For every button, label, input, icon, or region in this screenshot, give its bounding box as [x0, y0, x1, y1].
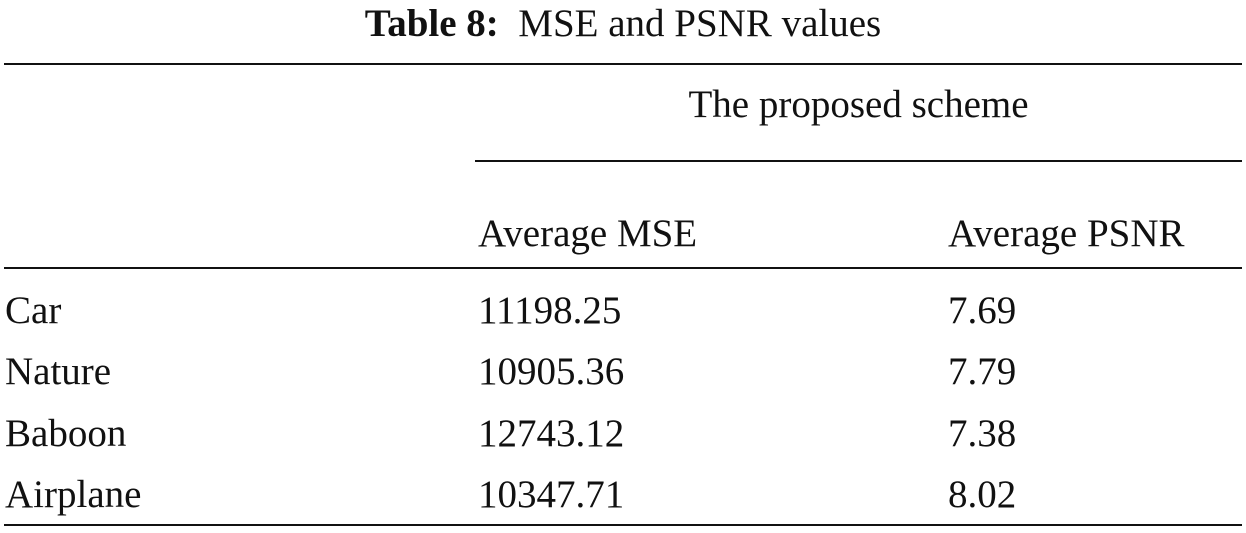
- mse-cell: 12743.12: [478, 411, 625, 455]
- mse-cell: 10905.36: [478, 350, 625, 394]
- mse-cell: 10347.71: [478, 472, 625, 516]
- mse-cell: 11198.25: [478, 289, 622, 332]
- psnr-cell: 7.38: [948, 411, 1017, 455]
- caption-label: Table 8:: [364, 2, 499, 45]
- column-header: Average PSNR: [948, 212, 1185, 255]
- top-rule: [4, 63, 1242, 65]
- psnr-cell: 7.79: [948, 350, 1017, 394]
- column-header: Average MSE: [478, 212, 698, 255]
- psnr-cell: 8.02: [948, 472, 1017, 516]
- group-header: The proposed scheme: [688, 83, 1029, 126]
- row-label: Nature: [5, 350, 112, 394]
- header-rule: [4, 267, 1242, 269]
- bottom-rule: [4, 524, 1242, 526]
- caption-text: MSE and PSNR values: [518, 2, 882, 45]
- psnr-cell: 7.69: [948, 289, 1017, 332]
- row-label: Car: [5, 289, 62, 332]
- table-caption: Table 8: MSE and PSNR values: [0, 4, 1246, 43]
- row-label: Baboon: [5, 411, 127, 455]
- row-label: Airplane: [5, 472, 142, 516]
- group-rule: [475, 160, 1242, 162]
